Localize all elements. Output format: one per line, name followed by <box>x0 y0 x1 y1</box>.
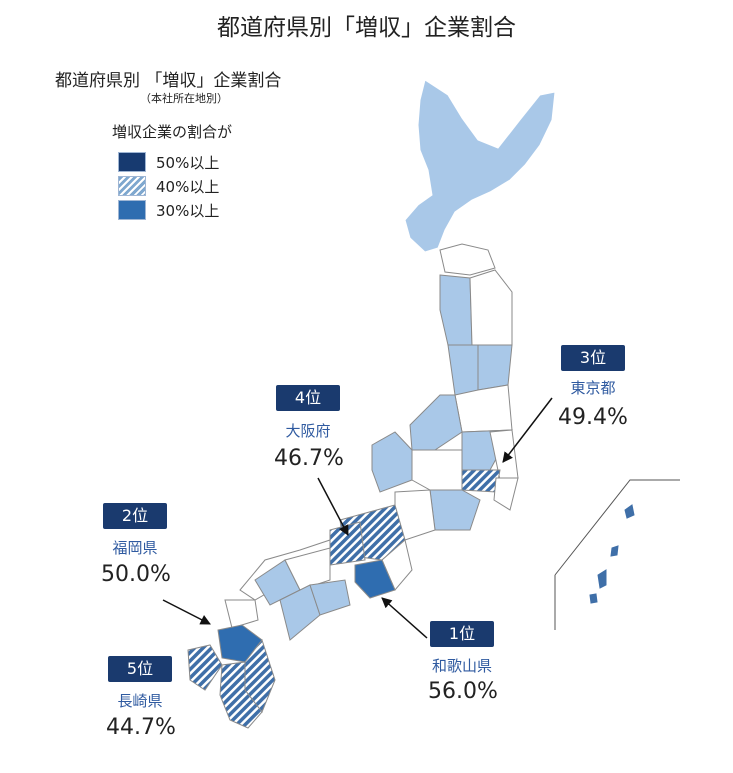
prefecture-name-nagasaki: 長崎県 <box>117 692 163 710</box>
nagano-yamanashi <box>411 449 463 491</box>
yamagata <box>447 344 479 396</box>
legend-label: 30%以上 <box>156 201 220 220</box>
legend-item-50: 50%以上 <box>118 150 219 174</box>
prefecture-value-tokyo: 49.4% <box>558 405 628 430</box>
legend-swatch-solid-dark <box>118 152 146 172</box>
legend-item-40: 40%以上 <box>118 174 219 198</box>
nagasaki <box>187 644 223 691</box>
legend-note: （本社所在地別） <box>140 92 228 105</box>
rank-badge-4: 4位 <box>276 385 340 411</box>
prefecture-value-nagasaki: 44.7% <box>106 715 176 740</box>
chugoku-pref-b <box>284 547 331 591</box>
rank-badge-3: 3位 <box>561 345 625 371</box>
hokuriku <box>371 431 413 493</box>
prefecture-name-fukuoka: 福岡県 <box>112 539 158 557</box>
okinawa-inset-frame <box>554 479 680 630</box>
shikoku-b <box>309 579 351 616</box>
tokyo <box>461 469 501 493</box>
osaka-area <box>329 521 366 566</box>
iwate <box>469 269 513 346</box>
akita <box>439 274 473 346</box>
prefecture-name-wakayama: 和歌山県 <box>431 657 492 675</box>
page-title: 都道府県別「増収」企業割合 <box>217 15 516 41</box>
yamaguchi <box>224 599 259 629</box>
legend-item-30: 30%以上 <box>118 198 219 222</box>
arrow-tokyo <box>502 397 553 463</box>
legend-heading: 都道府県別 「増収」企業割合 <box>55 71 282 91</box>
aomori <box>439 243 496 276</box>
arrow-osaka <box>317 477 349 536</box>
arrow-fukuoka <box>162 599 211 625</box>
miyagi <box>477 344 513 391</box>
legend-swatch-hatched <box>118 176 146 196</box>
rank-badge-5: 5位 <box>108 656 172 682</box>
legend-label: 50%以上 <box>156 153 220 172</box>
prefecture-name-osaka: 大阪府 <box>285 422 331 440</box>
wakayama <box>354 559 396 599</box>
okinawa-islands <box>589 504 635 604</box>
prefecture-value-fukuoka: 50.0% <box>101 562 171 587</box>
prefecture-value-osaka: 46.7% <box>274 446 344 471</box>
chiba <box>493 477 519 511</box>
rank-badge-1: 1位 <box>430 621 494 647</box>
prefecture-name-tokyo: 東京都 <box>570 379 616 397</box>
rank-badge-2: 2位 <box>103 503 167 529</box>
niigata <box>409 394 463 451</box>
legend-title: 増収企業の割合が <box>112 123 233 141</box>
kanagawa-shizuoka <box>429 489 481 531</box>
legend-swatch-solid-mid <box>118 200 146 220</box>
kagoshima <box>219 661 263 729</box>
legend: 50%以上 40%以上 30%以上 <box>118 150 219 222</box>
arrow-wakayama <box>381 597 428 639</box>
legend-label: 40%以上 <box>156 177 220 196</box>
hokkaido <box>404 79 556 253</box>
prefecture-value-wakayama: 56.0% <box>428 679 498 704</box>
